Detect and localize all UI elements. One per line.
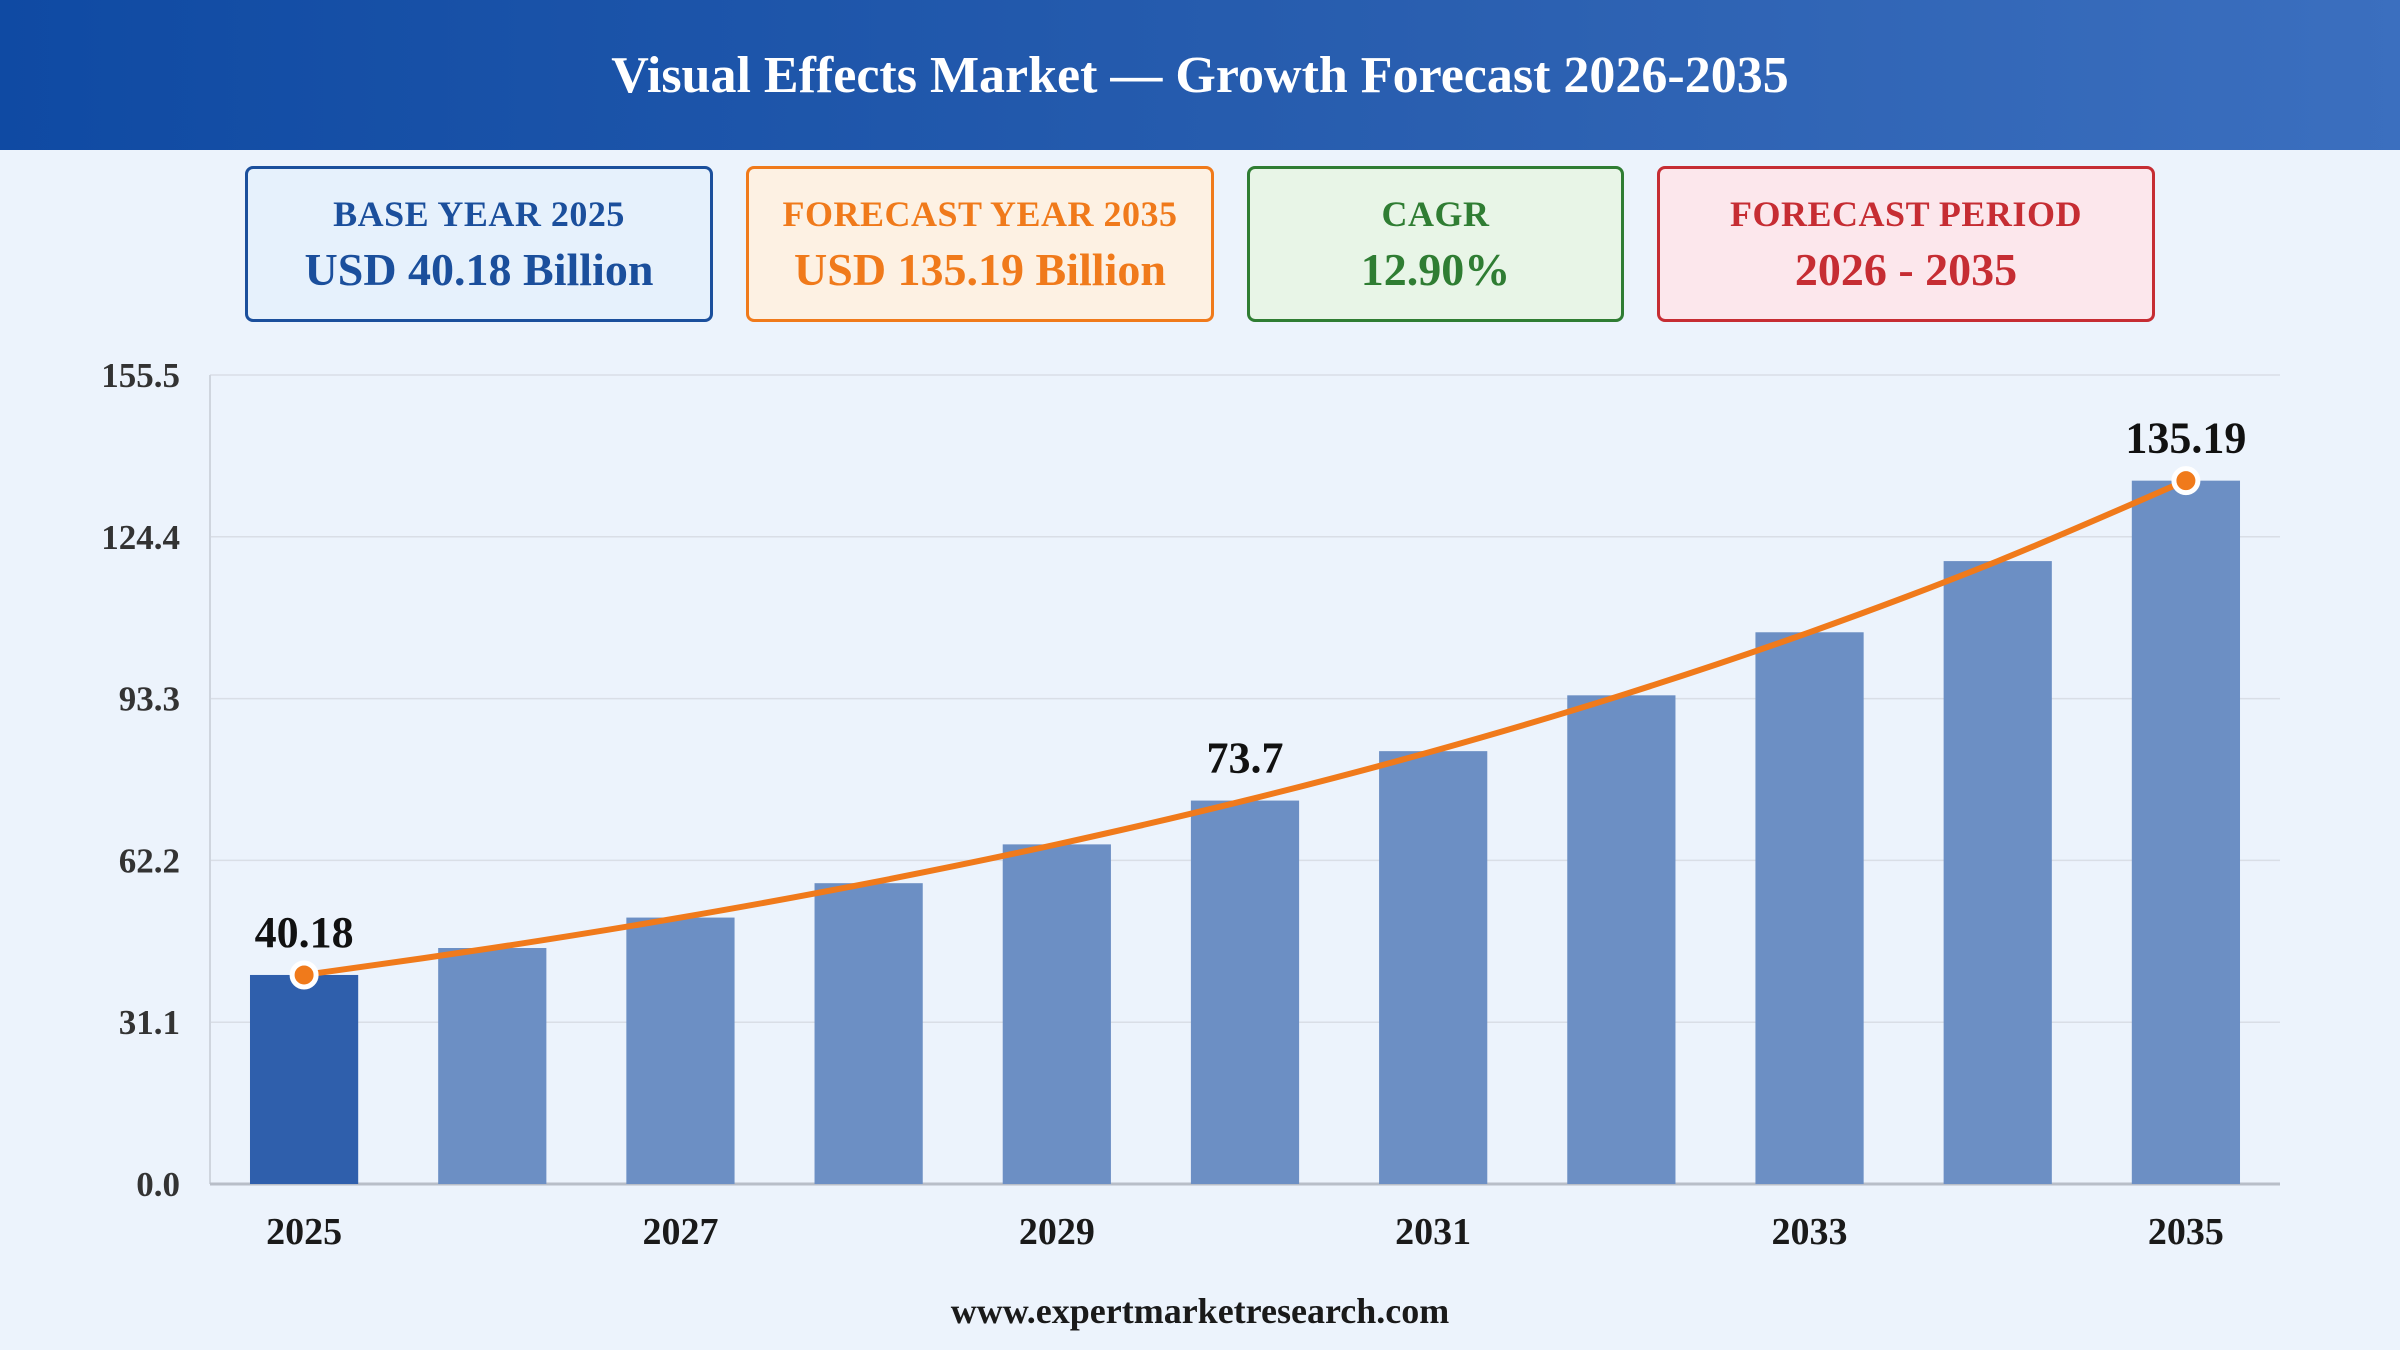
data-label: 135.19 bbox=[2125, 414, 2246, 463]
bar bbox=[2131, 480, 2241, 1184]
bar bbox=[1379, 751, 1488, 1184]
bar bbox=[249, 974, 359, 1184]
x-tick-label: 2033 bbox=[1772, 1211, 1848, 1253]
x-tick-label: 2035 bbox=[2148, 1211, 2224, 1253]
x-tick-label: 2025 bbox=[266, 1211, 342, 1253]
bar bbox=[1002, 844, 1111, 1184]
data-label: 73.7 bbox=[1207, 734, 1284, 783]
y-tick-label: 93.3 bbox=[119, 680, 180, 719]
forecast-period-card: FORECAST PERIOD 2026 - 2035 bbox=[1657, 166, 2155, 322]
chart-title: Visual Effects Market — Growth Forecast … bbox=[611, 46, 1789, 104]
forecast-year-value: USD 135.19 Billion bbox=[794, 243, 1166, 295]
bar bbox=[1567, 695, 1676, 1184]
forecast-year-card: FORECAST YEAR 2035 USD 135.19 Billion bbox=[746, 166, 1214, 322]
bar bbox=[1943, 561, 2052, 1184]
bar-layer bbox=[249, 480, 2241, 1184]
source-footer: www.expertmarketresearch.com bbox=[950, 1291, 1450, 1331]
data-label: 40.18 bbox=[255, 908, 354, 957]
cagr-label: CAGR bbox=[1381, 193, 1490, 234]
cagr-card: CAGR 12.90% bbox=[1247, 166, 1624, 322]
forecast-period-value: 2026 - 2035 bbox=[1794, 243, 2018, 295]
y-tick-label: 62.2 bbox=[119, 841, 180, 880]
base-year-label: BASE YEAR 2025 bbox=[333, 193, 625, 234]
base-year-card: BASE YEAR 2025 USD 40.18 Billion bbox=[245, 166, 713, 322]
cagr-value: 12.90% bbox=[1360, 243, 1511, 295]
x-tick-label: 2027 bbox=[642, 1211, 718, 1253]
line-marker bbox=[2171, 466, 2201, 496]
base-year-value: USD 40.18 Billion bbox=[304, 243, 654, 295]
bar bbox=[1190, 800, 1300, 1184]
y-tick-label: 155.5 bbox=[101, 356, 180, 395]
bar bbox=[1755, 632, 1864, 1184]
bar bbox=[814, 883, 923, 1184]
bar bbox=[626, 917, 735, 1184]
growth-line bbox=[301, 477, 2189, 978]
line-layer bbox=[289, 466, 2201, 990]
y-tick-label: 31.1 bbox=[119, 1003, 180, 1042]
forecast-year-label: FORECAST YEAR 2035 bbox=[782, 193, 1178, 234]
y-tick-label: 0.0 bbox=[136, 1165, 180, 1204]
x-tick-label: 2031 bbox=[1395, 1211, 1471, 1253]
forecast-period-label: FORECAST PERIOD bbox=[1730, 193, 2082, 234]
label-layer: 0.0 31.1 62.2 93.3 124.4 155.5 2025 2027 2029 203… bbox=[101, 356, 2246, 1253]
x-tick-label: 2029 bbox=[1019, 1211, 1095, 1253]
y-tick-label: 124.4 bbox=[101, 518, 180, 557]
header-banner: Visual Effects Market — Growth Forecast … bbox=[0, 0, 2400, 150]
bar bbox=[438, 948, 547, 1184]
line-marker bbox=[289, 960, 319, 990]
